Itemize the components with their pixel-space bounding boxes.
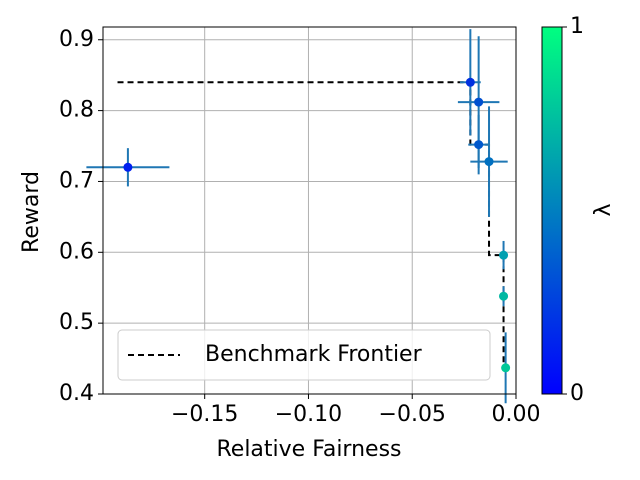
y-tick-label: 0.5 xyxy=(59,310,94,335)
frontier-line xyxy=(117,81,505,368)
y-tick-label: 0.7 xyxy=(59,168,94,193)
plot-frame xyxy=(102,26,517,395)
y-tick-label: 0.4 xyxy=(59,381,94,406)
point xyxy=(123,162,133,172)
y-tick-label: 0.6 xyxy=(59,239,94,264)
colorbar-tick-label: 1 xyxy=(570,14,584,39)
point xyxy=(465,77,475,87)
legend-label: Benchmark Frontier xyxy=(205,342,423,367)
y-axis-label: Reward xyxy=(19,171,44,253)
y-tick-label: 0.9 xyxy=(59,27,94,52)
x-tick-label: 0.00 xyxy=(492,402,541,427)
point xyxy=(474,140,484,150)
point xyxy=(499,291,509,301)
y-tick-label: 0.8 xyxy=(59,98,94,123)
x-tick-label: −0.15 xyxy=(171,402,238,427)
lines xyxy=(117,81,505,368)
x-axis-label: Relative Fairness xyxy=(216,437,401,462)
point xyxy=(501,363,511,373)
point xyxy=(484,157,494,167)
colorbar-tick-label: 0 xyxy=(570,381,584,406)
x-tick-label: −0.10 xyxy=(275,402,342,427)
x-tick-label: −0.05 xyxy=(379,402,446,427)
point xyxy=(474,97,484,107)
legend-box xyxy=(117,329,491,381)
colorbar-label: λ xyxy=(591,203,616,216)
colorbar xyxy=(541,26,563,395)
point xyxy=(499,250,509,260)
